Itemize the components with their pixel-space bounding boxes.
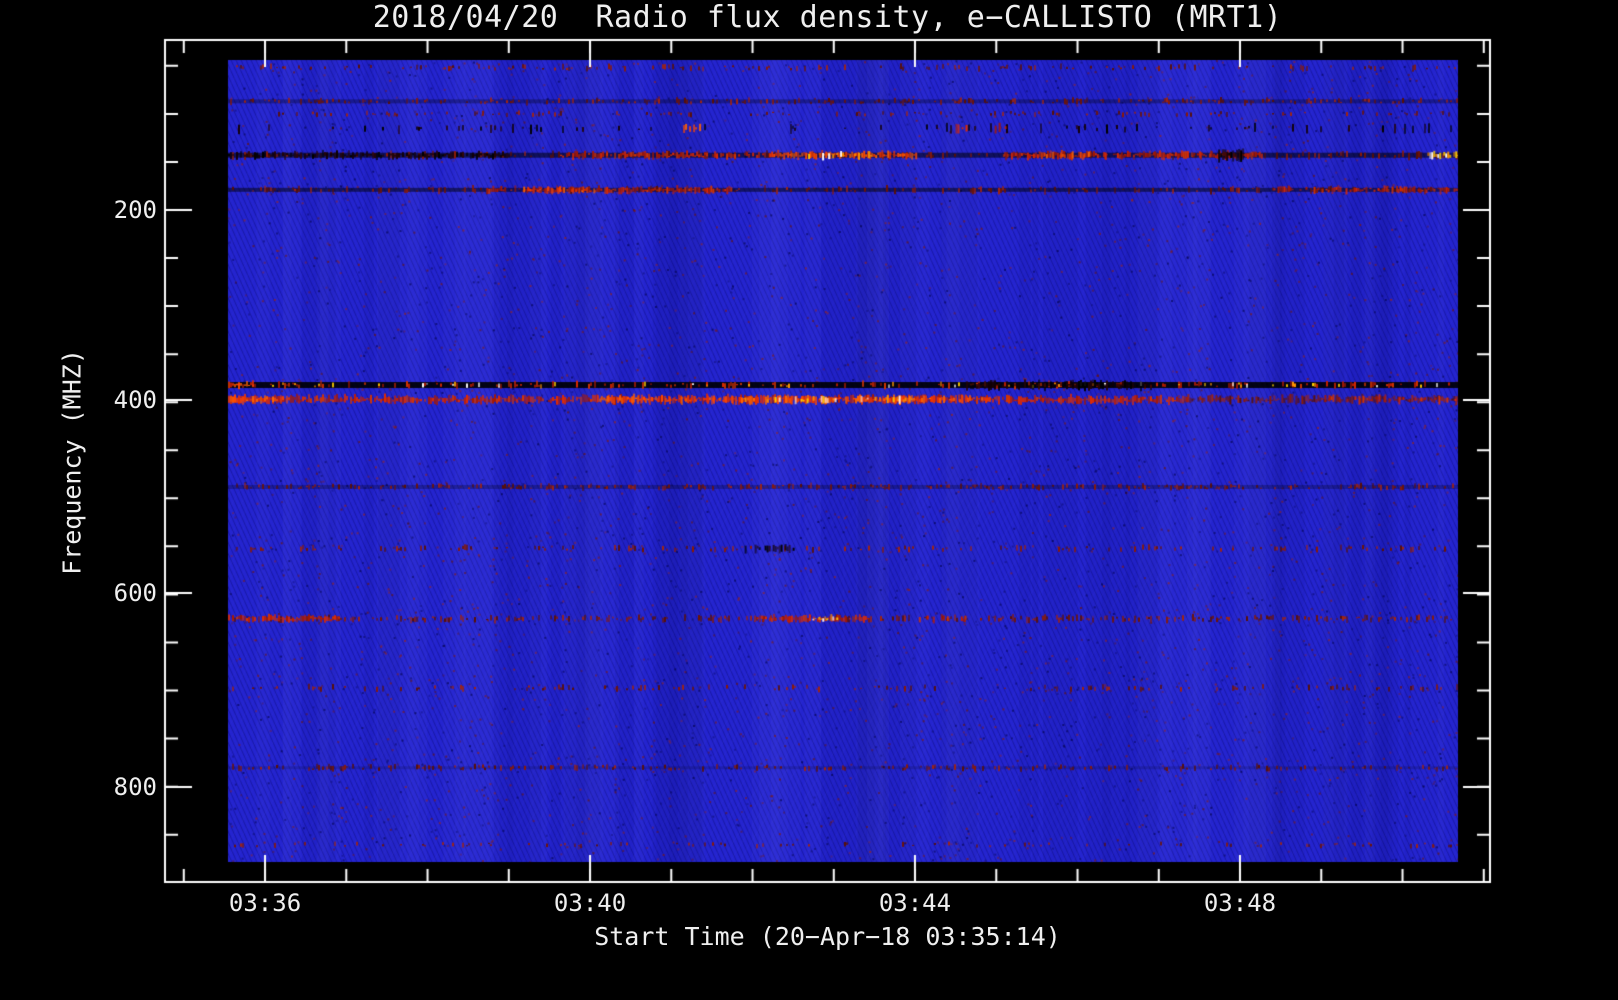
chart-title: 2018/04/20 Radio flux density, e−CALLIST… — [372, 0, 1283, 35]
y-tick-label: 800 — [113, 773, 157, 802]
y-tick-label: 600 — [113, 579, 157, 608]
y-axis-label: Frequency (MHZ) — [57, 349, 87, 575]
x-tick-label: 03:36 — [228, 889, 302, 917]
x-tick-label: 03:40 — [553, 889, 627, 917]
y-tick-label: 200 — [113, 195, 157, 224]
x-tick-label: 03:48 — [1203, 889, 1277, 917]
y-tick-label: 400 — [113, 386, 157, 415]
x-axis-label: Start Time (20−Apr−18 03:35:14) — [594, 922, 1061, 951]
x-tick-label: 03:44 — [878, 889, 952, 917]
